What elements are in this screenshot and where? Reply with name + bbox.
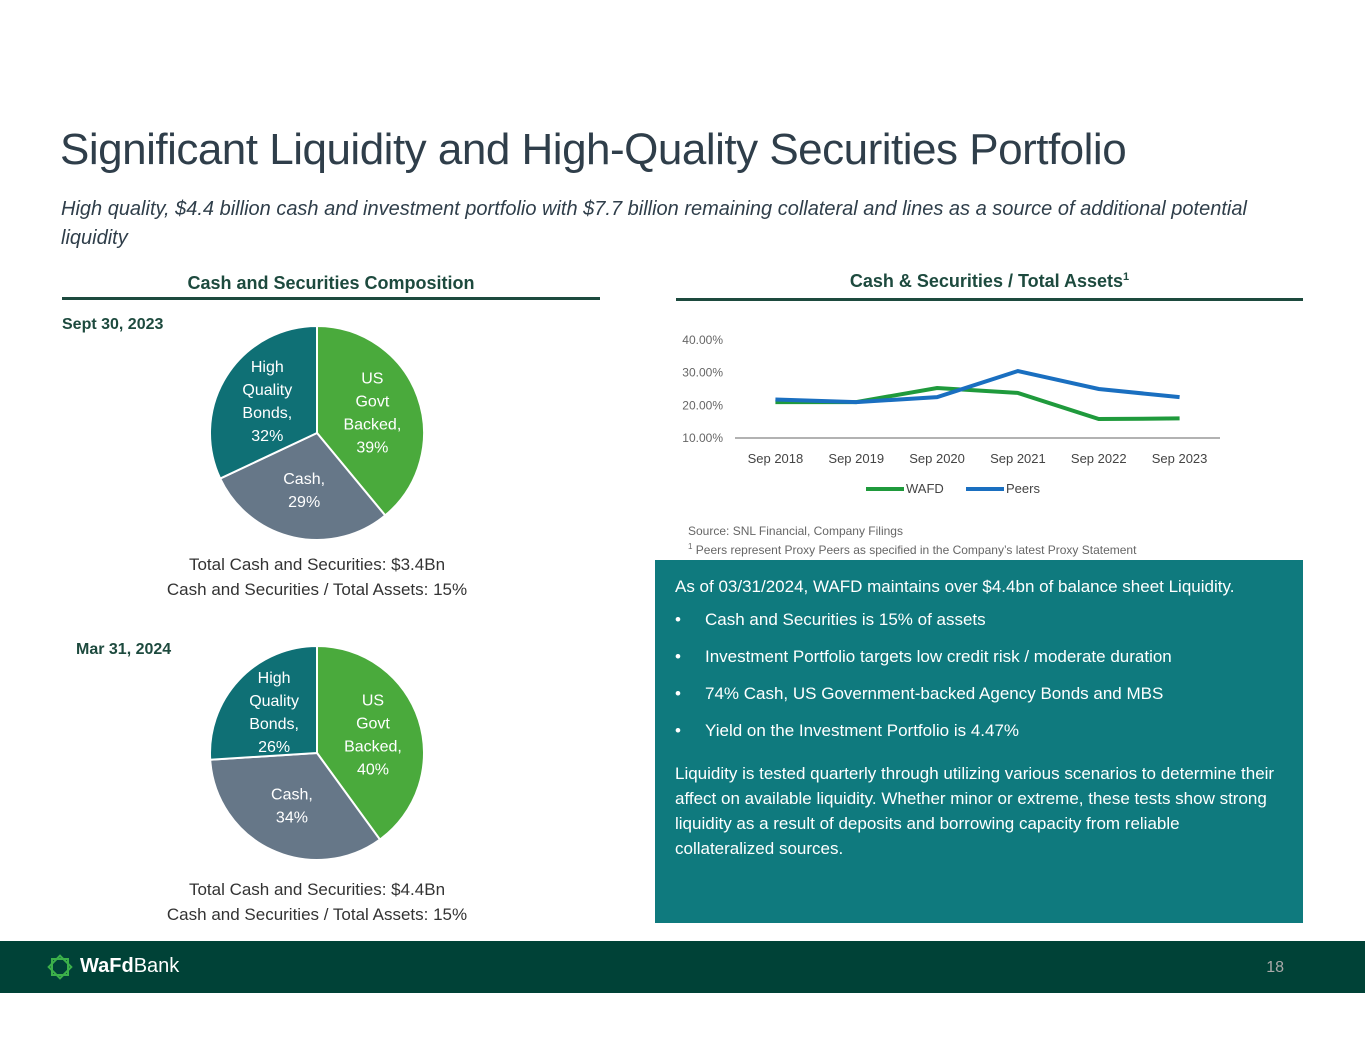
bullet-item: Cash and Securities is 15% of assets bbox=[675, 607, 1283, 632]
pie-slice bbox=[209, 324, 318, 480]
pie-chart-mar-2024: US Govt Backed, 40% Cash, 34% High Quality Bonds… bbox=[209, 644, 425, 861]
total-text: Total Cash and Securities: $3.4Bn bbox=[188, 555, 446, 574]
wafd-logo-icon bbox=[47, 954, 73, 980]
pie-label: Cash, 34% bbox=[271, 787, 313, 827]
footnote-marker: 1 bbox=[688, 542, 693, 551]
pie-summary-2: Total Cash and Securities: $4.4Bn Cash an… bbox=[117, 877, 517, 927]
y-tick-label: 20.00% bbox=[682, 398, 723, 412]
ratio-heading: Cash & Securities / Total Assets1 bbox=[676, 271, 1303, 292]
y-tick-label: 10.00% bbox=[682, 431, 723, 445]
divider bbox=[62, 297, 600, 300]
box-intro: As of 03/31/2024, WAFD maintains over $4… bbox=[675, 577, 1235, 596]
x-tick-label: Sep 2020 bbox=[909, 451, 965, 466]
x-tick-label: Sep 2018 bbox=[748, 451, 804, 466]
pie-label: US Govt Backed, 39% bbox=[343, 371, 401, 457]
footnote-marker: 1 bbox=[1122, 271, 1130, 283]
logo-rest: Bank bbox=[133, 955, 180, 977]
pie-slice bbox=[209, 644, 318, 761]
pie-date-2: Mar 31, 2024 bbox=[76, 641, 172, 658]
bullet-item: Investment Portfolio targets low credit … bbox=[675, 644, 1283, 669]
source-text: Source: SNL Financial, Company Filings bbox=[688, 524, 903, 538]
footnote-text: Peers represent Proxy Peers as specified… bbox=[692, 543, 1137, 557]
x-tick-label: Sep 2022 bbox=[1071, 451, 1127, 466]
box-bullets: Cash and Securities is 15% of assets Inv… bbox=[675, 607, 1283, 743]
wafd-logo: WaFdBank bbox=[80, 955, 179, 978]
footer: WaFdBank 18 bbox=[0, 941, 1365, 993]
pie-slice bbox=[316, 324, 425, 517]
x-tick-label: Sep 2021 bbox=[990, 451, 1046, 466]
ratio-text: Cash and Securities / Total Assets: 15% bbox=[166, 905, 468, 924]
pie-slice bbox=[316, 644, 425, 841]
legend-label: Peers bbox=[1006, 481, 1040, 496]
ratio-heading-text: Cash & Securities / Total Assets bbox=[849, 271, 1123, 291]
pie-label: Cash, 29% bbox=[283, 471, 325, 511]
liquidity-summary-box: As of 03/31/2024, WAFD maintains over $4… bbox=[655, 560, 1303, 923]
y-tick-label: 40.00% bbox=[682, 333, 723, 347]
pie-label: US Govt Backed, 40% bbox=[344, 692, 402, 778]
box-closing: Liquidity is tested quarterly through ut… bbox=[675, 764, 1275, 858]
pie-slice bbox=[209, 751, 382, 861]
bullet-item: Yield on the Investment Portfolio is 4.4… bbox=[675, 718, 1283, 743]
pie-date-1: Sept 30, 2023 bbox=[62, 316, 164, 333]
page-subtitle: High quality, $4.4 billion cash and inve… bbox=[61, 198, 1247, 249]
logo-bold: WaFd bbox=[80, 955, 134, 977]
pie-label: High Quality Bonds, 32% bbox=[242, 359, 292, 445]
y-tick-label: 30.00% bbox=[682, 366, 723, 380]
x-tick-label: Sep 2023 bbox=[1152, 451, 1208, 466]
page-title: Significant Liquidity and High-Quality S… bbox=[60, 125, 1127, 174]
x-tick-label: Sep 2019 bbox=[828, 451, 884, 466]
footnote: 1 Peers represent Proxy Peers as specifi… bbox=[688, 539, 1136, 558]
total-text: Total Cash and Securities: $4.4Bn bbox=[188, 880, 446, 899]
pie-label: High Quality Bonds, 26% bbox=[249, 670, 299, 756]
ratio-text: Cash and Securities / Total Assets: 15% bbox=[166, 580, 468, 599]
line-chart: 10.00% 20.00% 30.00% 40.00% Sep 2018 Sep 2019… bbox=[682, 333, 1220, 496]
pie-chart-sept-2023: US Govt Backed, 39% Cash, 29% High Quality Bonds… bbox=[209, 324, 425, 541]
divider bbox=[676, 298, 1303, 301]
composition-heading: Cash and Securities Composition bbox=[187, 273, 475, 293]
legend-label: WAFD bbox=[906, 481, 944, 496]
pie-summary-1: Total Cash and Securities: $3.4Bn Cash an… bbox=[117, 552, 517, 602]
source-note: Source: SNL Financial, Company Filings 1 … bbox=[688, 524, 1136, 558]
bullet-item: 74% Cash, US Government-backed Agency Bo… bbox=[675, 681, 1283, 706]
series-line-peers bbox=[775, 368, 1180, 405]
page-number: 18 bbox=[1266, 959, 1284, 976]
